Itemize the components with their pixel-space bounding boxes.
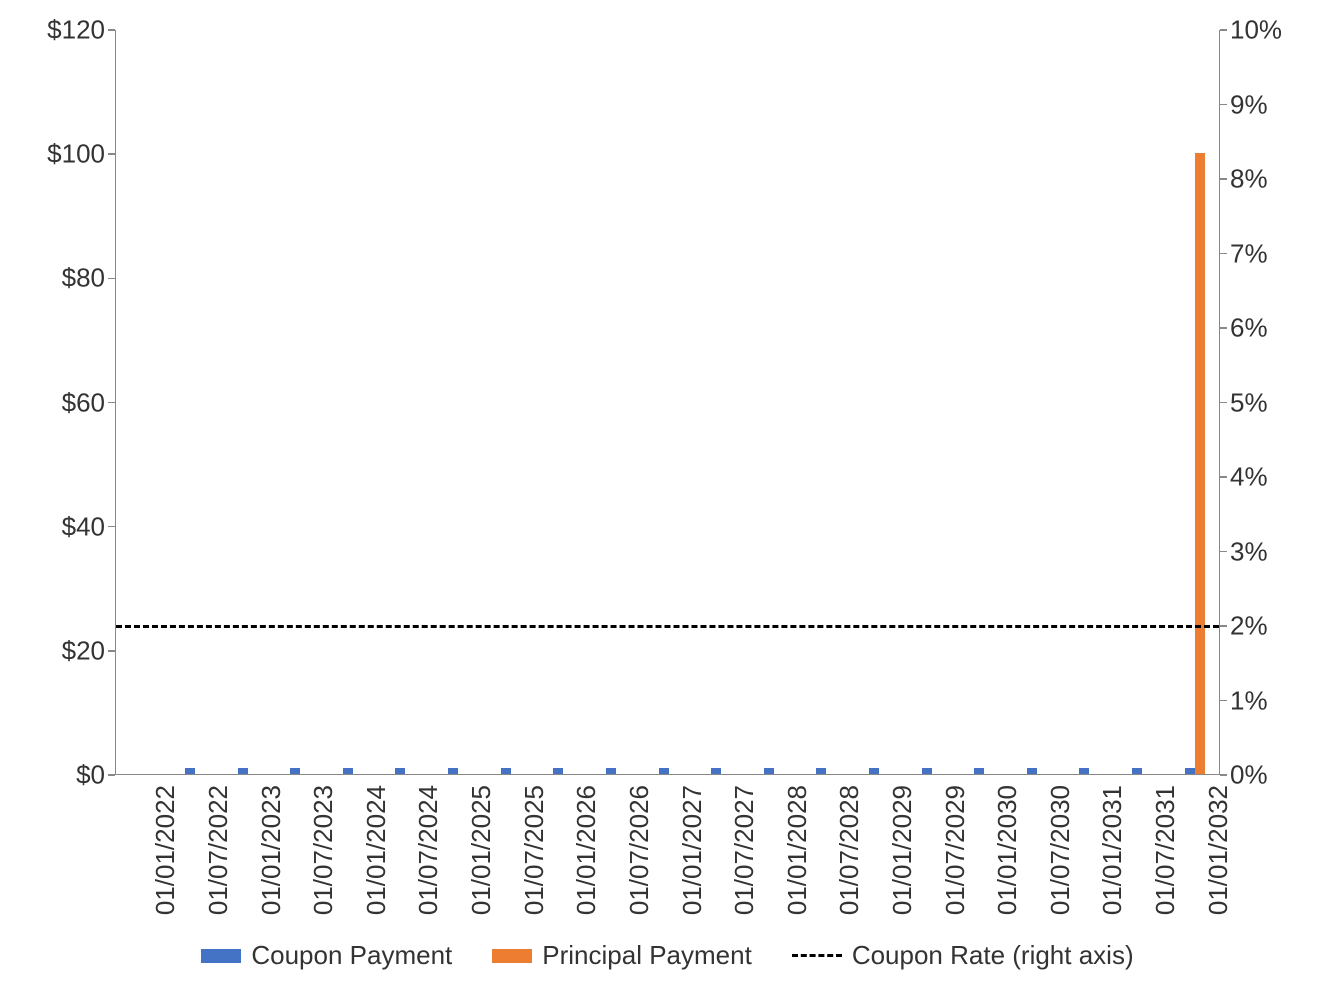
legend-item-coupon_rate: Coupon Rate (right axis) <box>792 940 1134 971</box>
x-tick-label: 01/01/2031 <box>1097 785 1128 915</box>
y2-tick-label: 7% <box>1230 238 1310 269</box>
legend-label: Principal Payment <box>542 940 752 971</box>
y2-tick-mark <box>1220 774 1227 776</box>
y1-tick-mark <box>108 29 115 31</box>
y2-tick-label: 3% <box>1230 536 1310 567</box>
y2-tick-label: 4% <box>1230 462 1310 493</box>
x-tick-label: 01/01/2022 <box>150 785 181 915</box>
x-tick-label: 01/07/2023 <box>308 785 339 915</box>
y2-tick-label: 0% <box>1230 760 1310 791</box>
coupon-payment-bar <box>922 768 932 774</box>
coupon-payment-bar <box>869 768 879 774</box>
coupon-rate-line <box>116 625 1219 628</box>
x-tick-label: 01/01/2024 <box>361 785 392 915</box>
x-tick-label: 01/01/2030 <box>992 785 1023 915</box>
y2-tick-mark <box>1220 402 1227 404</box>
y2-tick-label: 10% <box>1230 15 1310 46</box>
x-tick-label: 01/07/2029 <box>940 785 971 915</box>
y1-tick-mark <box>108 526 115 528</box>
legend-label: Coupon Payment <box>251 940 452 971</box>
coupon-payment-bar <box>764 768 774 774</box>
y2-tick-label: 6% <box>1230 313 1310 344</box>
x-tick-label: 01/01/2027 <box>677 785 708 915</box>
coupon-payment-bar <box>974 768 984 774</box>
coupon-payment-bar <box>290 768 300 774</box>
legend: Coupon Payment Principal Payment Coupon Ra… <box>115 940 1220 971</box>
x-tick-label: 01/07/2024 <box>413 785 444 915</box>
y2-tick-label: 5% <box>1230 387 1310 418</box>
coupon-payment-bar <box>1027 768 1037 774</box>
legend-dash <box>792 954 842 957</box>
y2-tick-mark <box>1220 29 1227 31</box>
legend-label: Coupon Rate (right axis) <box>852 940 1134 971</box>
y1-tick-mark <box>108 774 115 776</box>
x-tick-label: 01/01/2032 <box>1203 785 1234 915</box>
x-tick-label: 01/07/2022 <box>203 785 234 915</box>
x-tick-label: 01/01/2029 <box>887 785 918 915</box>
coupon-payment-bar <box>1185 768 1195 774</box>
y1-tick-label: $20 <box>20 635 105 666</box>
coupon-payment-bar <box>448 768 458 774</box>
legend-item-principal_payment: Principal Payment <box>492 940 752 971</box>
coupon-payment-bar <box>501 768 511 774</box>
coupon-payment-bar <box>1132 768 1142 774</box>
coupon-payment-bar <box>1079 768 1089 774</box>
legend-item-coupon_payment: Coupon Payment <box>201 940 452 971</box>
coupon-payment-bar <box>659 768 669 774</box>
y1-tick-label: $100 <box>20 139 105 170</box>
x-tick-label: 01/07/2028 <box>834 785 865 915</box>
y2-tick-mark <box>1220 551 1227 553</box>
coupon-payment-bar <box>238 768 248 774</box>
y2-tick-mark <box>1220 625 1227 627</box>
legend-swatch <box>492 949 532 963</box>
legend-swatch <box>201 949 241 963</box>
coupon-payment-bar <box>395 768 405 774</box>
coupon-payment-bar <box>606 768 616 774</box>
coupon-payment-bar <box>553 768 563 774</box>
x-tick-label: 01/01/2023 <box>256 785 287 915</box>
y2-tick-mark <box>1220 476 1227 478</box>
coupon-payment-bar <box>185 768 195 774</box>
coupon-payment-bar <box>816 768 826 774</box>
y1-tick-mark <box>108 278 115 280</box>
bond-cashflow-chart: $0$20$40$60$80$100$120 0%1%2%3%4%5%6%7%8… <box>20 20 1314 979</box>
y2-tick-mark <box>1220 327 1227 329</box>
y2-tick-label: 9% <box>1230 89 1310 120</box>
y2-tick-mark <box>1220 700 1227 702</box>
y1-tick-label: $120 <box>20 15 105 46</box>
y1-tick-mark <box>108 650 115 652</box>
x-tick-label: 01/01/2025 <box>466 785 497 915</box>
x-tick-label: 01/07/2027 <box>729 785 760 915</box>
x-tick-label: 01/07/2030 <box>1045 785 1076 915</box>
y2-tick-mark <box>1220 178 1227 180</box>
coupon-payment-bar <box>711 768 721 774</box>
y2-tick-label: 2% <box>1230 611 1310 642</box>
coupon-payment-bar <box>343 768 353 774</box>
plot-area <box>115 30 1220 775</box>
x-tick-label: 01/01/2028 <box>782 785 813 915</box>
y1-tick-label: $0 <box>20 760 105 791</box>
y2-tick-label: 8% <box>1230 164 1310 195</box>
y1-tick-label: $60 <box>20 387 105 418</box>
x-tick-label: 01/07/2025 <box>519 785 550 915</box>
y2-tick-mark <box>1220 253 1227 255</box>
y1-tick-mark <box>108 402 115 404</box>
principal-payment-bar <box>1195 153 1205 774</box>
y1-tick-label: $40 <box>20 511 105 542</box>
x-tick-label: 01/01/2026 <box>571 785 602 915</box>
y1-tick-label: $80 <box>20 263 105 294</box>
y2-tick-label: 1% <box>1230 685 1310 716</box>
y2-tick-mark <box>1220 104 1227 106</box>
x-tick-label: 01/07/2026 <box>624 785 655 915</box>
y1-tick-mark <box>108 153 115 155</box>
x-tick-label: 01/07/2031 <box>1150 785 1181 915</box>
